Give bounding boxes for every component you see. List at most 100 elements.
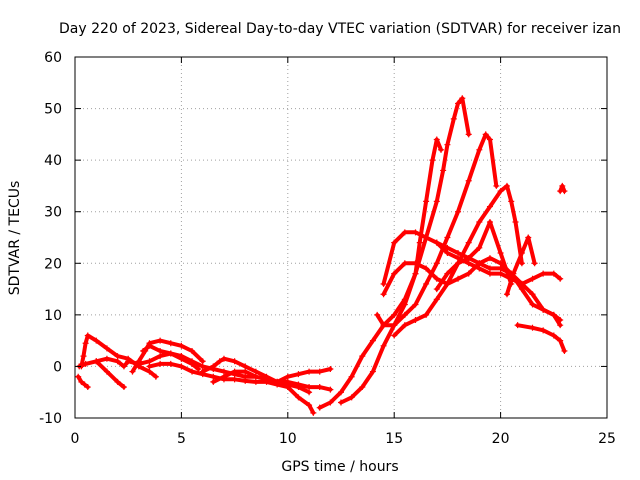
- data-point: [444, 280, 451, 287]
- data-point: [433, 198, 440, 205]
- data-point: [444, 249, 451, 256]
- data-point: [82, 340, 89, 347]
- series-arc-23: [557, 182, 568, 195]
- data-point: [497, 188, 504, 195]
- data-point: [359, 353, 366, 360]
- data-point: [514, 322, 521, 329]
- data-point: [140, 347, 147, 354]
- data-point: [518, 249, 525, 256]
- data-point: [316, 368, 323, 375]
- data-point: [316, 384, 323, 391]
- data-point: [429, 157, 436, 164]
- data-point: [455, 100, 462, 107]
- data-point: [412, 317, 419, 324]
- data-point: [401, 260, 408, 267]
- data-point: [114, 358, 121, 365]
- data-point: [210, 363, 217, 370]
- data-point: [306, 384, 313, 391]
- data-point: [103, 345, 110, 352]
- series-arc-12: [284, 384, 317, 416]
- data-point: [75, 373, 82, 380]
- data-point: [231, 376, 238, 383]
- x-tick-label: 25: [598, 431, 616, 447]
- series-arc-05: [129, 337, 206, 375]
- series-arc-07: [146, 360, 291, 391]
- data-point: [561, 347, 568, 354]
- data-point: [152, 373, 159, 380]
- data-point: [440, 167, 447, 174]
- data-point: [561, 188, 568, 195]
- data-point: [455, 255, 462, 262]
- data-point: [465, 260, 472, 267]
- data-point: [380, 291, 387, 298]
- data-point: [195, 366, 202, 373]
- data-point: [210, 373, 217, 380]
- data-point: [433, 260, 440, 267]
- data-point: [455, 249, 462, 256]
- data-point: [540, 306, 547, 313]
- data-point: [103, 368, 110, 375]
- data-point: [465, 255, 472, 262]
- data-point: [412, 301, 419, 308]
- data-point: [518, 260, 525, 267]
- data-point: [465, 239, 472, 246]
- series-arc-02: [78, 332, 159, 380]
- series-arc-09: [199, 355, 313, 396]
- data-point: [465, 270, 472, 277]
- data-point: [120, 384, 127, 391]
- data-point: [380, 342, 387, 349]
- data-point: [486, 270, 493, 277]
- data-point: [242, 363, 249, 370]
- data-point: [529, 301, 536, 308]
- data-point: [129, 368, 136, 375]
- series-arc-21: [503, 234, 538, 298]
- series-arc-10: [210, 368, 259, 385]
- x-axis-label: GPS time / hours: [281, 459, 398, 475]
- x-tick-label: 10: [279, 431, 297, 447]
- data-point: [423, 311, 430, 318]
- series-arc-22: [514, 322, 568, 354]
- data-point: [550, 332, 557, 339]
- data-point: [84, 384, 91, 391]
- data-point: [493, 182, 500, 189]
- data-point: [252, 368, 259, 375]
- data-point: [450, 115, 457, 122]
- data-point: [486, 203, 493, 210]
- data-point: [455, 275, 462, 282]
- data-point: [529, 275, 536, 282]
- data-point: [157, 347, 164, 354]
- data-point: [306, 402, 313, 409]
- data-point: [167, 360, 174, 367]
- data-point: [391, 332, 398, 339]
- data-point: [125, 358, 132, 365]
- data-point: [310, 409, 317, 416]
- data-point: [482, 131, 489, 138]
- data-point: [252, 373, 259, 380]
- data-point: [433, 136, 440, 143]
- data-point: [146, 342, 153, 349]
- data-point: [189, 368, 196, 375]
- data-point: [401, 311, 408, 318]
- data-point: [284, 373, 291, 380]
- data-point: [306, 368, 313, 375]
- data-point: [503, 182, 510, 189]
- data-point: [557, 275, 564, 282]
- data-point: [412, 260, 419, 267]
- data-point: [216, 358, 223, 365]
- plot-frame: [74, 56, 608, 419]
- data-point: [444, 141, 451, 148]
- data-point: [518, 280, 525, 287]
- data-point: [401, 229, 408, 236]
- data-point: [423, 234, 430, 241]
- data-point: [93, 358, 100, 365]
- x-tick-label: 20: [492, 431, 510, 447]
- y-axis-label: SDTVAR / TECUs: [7, 181, 23, 296]
- series-line: [275, 367, 333, 384]
- data-point: [512, 219, 519, 226]
- data-point: [465, 177, 472, 184]
- data-point: [455, 260, 462, 267]
- data-point: [82, 360, 89, 367]
- data-point: [157, 337, 164, 344]
- data-point: [455, 208, 462, 215]
- data-point: [146, 368, 153, 375]
